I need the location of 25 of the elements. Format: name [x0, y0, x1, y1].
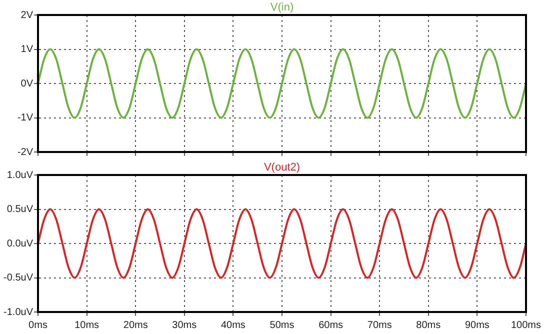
y-tick-label: 0V [20, 78, 34, 90]
x-tick-label: 70ms [367, 320, 392, 331]
x-tick-label: 80ms [416, 320, 441, 331]
y-tick-label: 1V [20, 44, 34, 55]
y-tick-label: 0.0uV [6, 238, 34, 250]
y-tick-label: -1.0uV [4, 306, 34, 318]
y-tick-label: -0.5uV [4, 272, 34, 284]
y-tick-label: -2V [17, 146, 34, 158]
y-tick-label: -1V [17, 112, 34, 124]
text: V(out2) [264, 162, 300, 174]
x-tick-label: 90ms [464, 320, 490, 331]
y-tick-label: 0.5uV [6, 204, 34, 215]
text: V(in) [270, 2, 294, 14]
x-tick-label: 60ms [318, 320, 344, 331]
x-tick-label: 100ms [510, 320, 542, 331]
x-tick-label: 20ms [123, 320, 148, 331]
y-tick-label: 2V [20, 10, 34, 21]
y-tick-label: 1.0uV [6, 170, 34, 181]
x-tick-label: 0ms [28, 320, 48, 331]
x-tick-label: 40ms [220, 320, 246, 331]
x-tick-label: 10ms [74, 320, 100, 331]
line-series [38, 48, 526, 119]
line-series [38, 208, 526, 279]
x-tick-label: 50ms [270, 320, 294, 331]
x-tick-label: 30ms [172, 320, 197, 331]
